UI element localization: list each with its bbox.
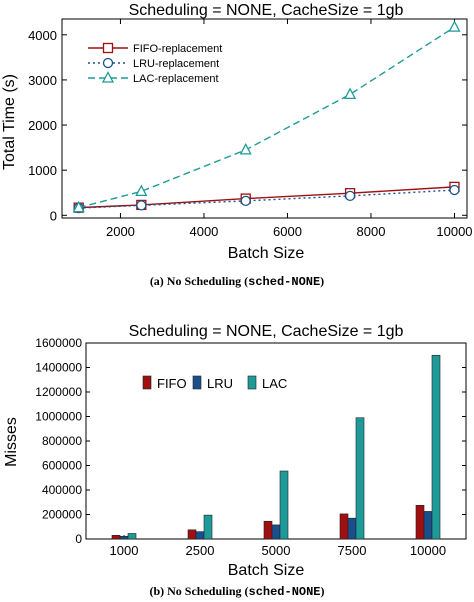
series-marker: [344, 190, 356, 202]
series-marker: [102, 42, 114, 54]
y-axis-label: Misses: [3, 417, 20, 467]
x-tick-label: 4000: [189, 224, 218, 239]
y-tick-label: 400000: [42, 483, 82, 497]
x-tick-label: 2500: [186, 543, 215, 558]
bar: [187, 529, 197, 540]
bar: [339, 513, 349, 540]
series-marker: [72, 200, 85, 213]
x-tick-label: 1000: [110, 543, 139, 558]
x-tick-label: 10000: [410, 543, 446, 558]
chart-title: Scheduling = NONE, CacheSize = 1gb: [129, 2, 404, 19]
y-tick-label: 1400000: [35, 361, 82, 375]
x-tick-label: 5000: [262, 543, 291, 558]
bar: [127, 533, 137, 540]
chart-title: Scheduling = NONE, CacheSize = 1gb: [129, 323, 404, 340]
y-tick-label: 3000: [28, 73, 57, 88]
bar: [347, 517, 357, 540]
bar: [415, 505, 425, 540]
legend-swatch: [192, 375, 202, 390]
legend-swatch: [142, 375, 152, 390]
bar: [431, 354, 441, 540]
series-marker: [239, 142, 252, 155]
bar: [423, 511, 433, 540]
bar: [203, 514, 213, 540]
line-chart: Scheduling = NONE, CacheSize = 1gb 0 1000…: [1, 2, 473, 289]
plot-frame: [85, 342, 467, 540]
y-tick-label: 1600000: [35, 336, 82, 350]
legend-label: LAC: [262, 376, 287, 391]
series-group: [72, 20, 461, 214]
bars-group: [111, 354, 441, 540]
bar: [195, 531, 205, 540]
series-line: [78, 189, 455, 209]
x-tick-label: 6000: [273, 224, 302, 239]
x-axis-label: Batch Size: [228, 245, 305, 262]
legend: FIFO LRU LAC: [142, 375, 287, 391]
series-line: [78, 186, 455, 209]
x-axis-label: Batch Size: [228, 562, 305, 579]
y-tick-label: 800000: [42, 434, 82, 448]
bar: [279, 470, 289, 540]
y-tick-label: 4000: [28, 28, 57, 43]
x-axis: 2000 4000 6000 8000 10000: [106, 19, 473, 239]
x-tick-label: 2000: [106, 224, 135, 239]
series-marker: [136, 200, 147, 211]
legend-swatch: [247, 375, 257, 390]
x-axis: 1000 2500 5000 7500 10000: [110, 535, 446, 558]
x-tick-label: 10000: [436, 224, 472, 239]
y-tick-label: 2000: [28, 118, 57, 133]
series-marker: [102, 57, 114, 69]
x-tick-label: 8000: [357, 224, 386, 239]
x-tick-label: 7500: [338, 543, 367, 558]
legend: FIFO-replacement LRU-replacement LAC-repla…: [88, 42, 222, 85]
bar: [119, 536, 129, 540]
series-marker: [448, 20, 461, 32]
series-marker: [344, 87, 357, 100]
caption-a: (a) No Scheduling (sched-NONE): [150, 274, 324, 289]
legend-label: FIFO-replacement: [133, 43, 222, 55]
caption-b: (b) No Scheduling (sched-NONE): [149, 584, 324, 599]
bar: [263, 520, 273, 540]
y-axis: 0 1000 2000 3000 4000: [28, 28, 467, 223]
y-tick-label: 1000000: [35, 410, 82, 424]
legend-label: LRU-replacement: [133, 58, 219, 70]
y-tick-label: 200000: [42, 508, 82, 522]
series-marker: [135, 184, 148, 197]
legend-label: FIFO: [157, 376, 187, 391]
plot-frame: [61, 18, 468, 219]
legend-label: LAC-replacement: [133, 73, 219, 85]
y-axis: 0 200000 400000 600000 800000 1000000 1200000 1…: [35, 336, 466, 546]
series-marker: [449, 184, 460, 196]
series-marker: [101, 71, 115, 83]
y-tick-label: 600000: [42, 459, 82, 473]
series-marker: [240, 195, 251, 207]
bar: [111, 535, 121, 540]
y-tick-label: 1200000: [35, 385, 82, 399]
bar: [355, 417, 365, 540]
y-tick-label: 0: [50, 208, 57, 223]
y-axis-label: Total Time (s): [1, 74, 18, 170]
y-tick-label: 0: [75, 532, 82, 546]
bar-chart: Scheduling = NONE, CacheSize = 1gb 0 2000…: [3, 323, 467, 599]
bar: [271, 524, 281, 540]
legend-label: LRU: [207, 376, 233, 391]
y-tick-label: 1000: [28, 163, 57, 178]
